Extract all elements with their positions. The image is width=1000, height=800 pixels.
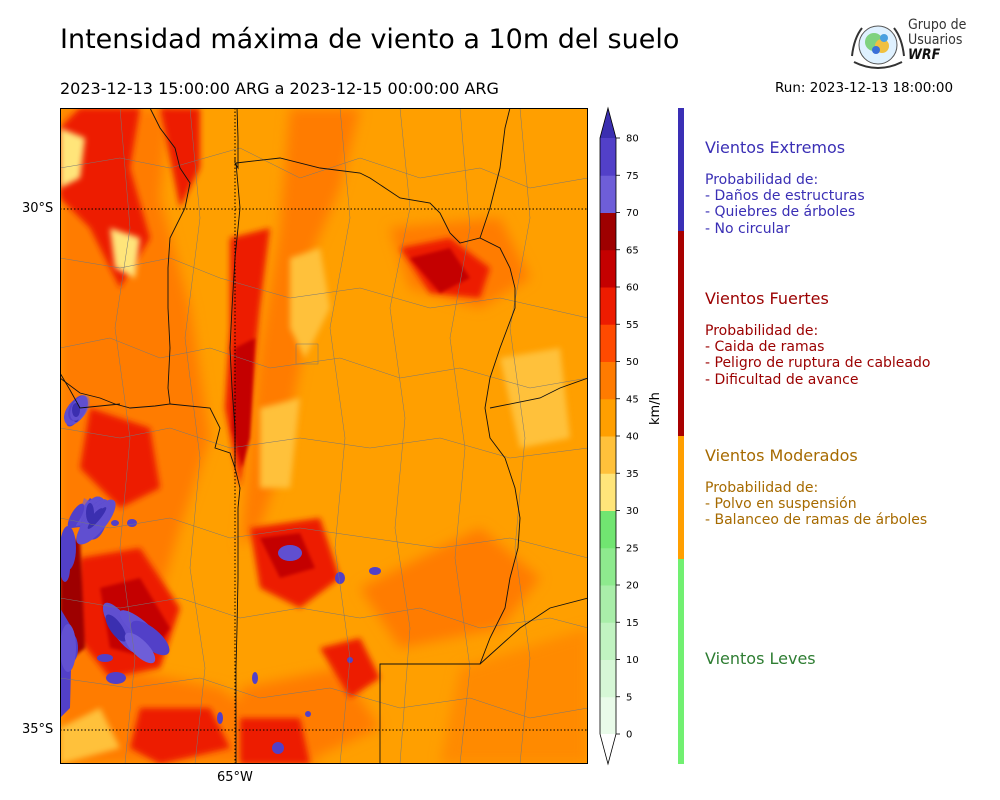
colorbar-segment (600, 473, 616, 511)
category-extremos-text: Probabilidad de: - Daños de estructuras … (705, 172, 865, 237)
lat-label-35s: 35°S (22, 722, 54, 737)
colorbar-tick-label: 0 (626, 730, 632, 741)
colorbar-segment (600, 585, 616, 623)
category-moderados-title: Vientos Moderados (705, 446, 858, 465)
category-moderados-text: Probabilidad de: - Polvo en suspensión -… (705, 480, 927, 529)
category-fuertes-line-2: - Caida de ramas (705, 339, 825, 356)
colorbar-tick-label: 40 (626, 432, 639, 443)
colorbar-segment (600, 436, 616, 474)
colorbar-tick-label: 30 (626, 506, 639, 517)
graticule (60, 108, 588, 764)
colorbar-segment (600, 249, 616, 288)
colorbar-tick-label: 5 (626, 692, 632, 703)
category-bar-leves (678, 559, 684, 764)
wind-field-yellow (60, 128, 570, 764)
colorbar-segments (599, 106, 617, 766)
run-time: Run: 2023-12-13 18:00:00 (775, 80, 954, 96)
logo-line-3: WRF (908, 47, 941, 63)
colorbar-segment (600, 287, 616, 325)
wind-map (60, 108, 588, 764)
colorbar-tick-label: 35 (626, 469, 639, 480)
forecast-period: 2023-12-13 15:00:00 ARG a 2023-12-15 00:… (60, 79, 499, 98)
colorbar-tick-label: 20 (626, 581, 639, 592)
colorbar-tick-label: 55 (626, 320, 639, 331)
colorbar: 0 5 10 15 20 25 30 35 40 45 50 55 60 65 70 75 80 (599, 106, 639, 766)
map-title: Intensidad máxima de viento a 10m del su… (60, 24, 680, 55)
colorbar-tick-label: 25 (626, 543, 639, 554)
category-moderados-line-3: - Balanceo de ramas de árboles (705, 512, 928, 529)
category-bar-moderados (678, 436, 684, 559)
category-bar-extremos (678, 108, 684, 231)
category-extremos-line-4: - No circular (705, 220, 790, 237)
category-leves-title: Vientos Leves (705, 649, 816, 668)
colorbar-tick-label: 70 (626, 208, 639, 219)
wrf-logo (848, 16, 970, 72)
colorbar-tick-label: 80 (626, 134, 639, 145)
colorbar-segment (600, 510, 616, 549)
colorbar-segment (600, 398, 616, 437)
colorbar-tick-label: 75 (626, 171, 639, 182)
category-extremos-line-1: Probabilidad de: (705, 172, 819, 188)
colorbar-tick-label: 50 (626, 357, 639, 368)
category-fuertes-line-4: - Dificultad de avance (705, 371, 859, 388)
colorbar-extend-under (600, 734, 616, 764)
colorbar-tick-label: 65 (626, 245, 639, 256)
colorbar-tick-label: 10 (626, 655, 639, 666)
lat-label-30s: 30°S (22, 201, 54, 216)
category-fuertes-title: Vientos Fuertes (705, 289, 829, 308)
colorbar-segment (600, 547, 616, 586)
category-bar-fuertes (678, 231, 684, 436)
map-frame (60, 108, 588, 764)
category-fuertes-line-3: - Peligro de ruptura de cableado (705, 355, 931, 372)
colorbar-tick-label: 15 (626, 618, 639, 629)
colorbar-segment (600, 622, 616, 660)
province-boundaries (60, 108, 588, 764)
lon-label-65w: 65°W (217, 770, 253, 785)
category-extremos-title: Vientos Extremos (705, 138, 846, 157)
logo-text: Grupo de Usuarios WRF (908, 18, 966, 63)
colorbar-extend-over (600, 108, 616, 138)
colorbar-segment (600, 138, 616, 176)
category-extremos-line-2: - Daños de estructuras (705, 188, 865, 205)
globe-logo-icon (851, 25, 905, 69)
colorbar-segment (600, 324, 616, 362)
department-boundaries (60, 108, 588, 764)
colorbar-tick-label: 45 (626, 394, 639, 405)
colorbar-segment (600, 361, 616, 400)
colorbar-segment (600, 212, 616, 251)
colorbar-unit: km/h (648, 392, 663, 425)
category-bar (678, 108, 684, 764)
logo-line-1: Grupo de (908, 17, 967, 33)
category-fuertes-text: Probabilidad de: - Caida de ramas - Peli… (705, 323, 930, 388)
logo-line-2: Usuarios (908, 32, 963, 48)
colorbar-segment (600, 175, 616, 213)
colorbar-tick-label: 60 (626, 283, 639, 294)
category-moderados-line-1: Probabilidad de: (705, 480, 819, 496)
colorbar-segment (600, 659, 616, 698)
colorbar-segment (600, 696, 616, 735)
category-fuertes-line-1: Probabilidad de: (705, 323, 819, 339)
category-extremos-line-3: - Quiebres de árboles (705, 204, 856, 221)
category-moderados-line-2: - Polvo en suspensión (705, 496, 857, 513)
colorbar-ticks: 0 5 10 15 20 25 30 35 40 45 50 55 60 65 70 75 80 (616, 134, 639, 741)
